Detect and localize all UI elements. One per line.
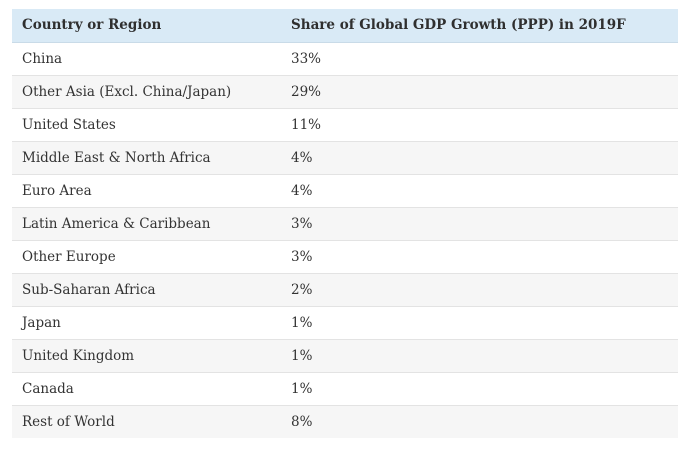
table-row: United Kingdom 1% — [12, 339, 678, 373]
table-row: Canada 1% — [12, 372, 678, 406]
gdp-share-cell: 8% — [291, 413, 313, 430]
gdp-share-cell: 11% — [281, 108, 678, 142]
column-header-share: Share of Global GDP Growth (PPP) in 2019… — [281, 9, 678, 43]
region-name-cell: United States — [12, 108, 281, 142]
table-row: Sub-Saharan Africa 2% — [12, 273, 678, 307]
gdp-share-cell: 33% — [281, 42, 678, 76]
gdp-share-cell: 1% — [281, 372, 678, 406]
table-header: Country or Region Share of Global GDP Gr… — [12, 9, 678, 43]
table-body: China 33% Other Asia (Excl. China/Japan) 29… — [12, 42, 678, 438]
gdp-share-cell: 1% — [281, 306, 678, 340]
region-name-cell: Rest of World — [22, 413, 115, 430]
table-row: Other Asia (Excl. China/Japan) 29% — [12, 75, 678, 109]
table-row: United States 11% — [12, 108, 678, 142]
gdp-share-cell: 1% — [281, 339, 678, 373]
region-name-cell: Japan — [12, 306, 281, 340]
region-name-cell: Other Europe — [12, 240, 281, 274]
gdp-share-cell: 2% — [281, 273, 678, 307]
gdp-share-cell: 3% — [281, 207, 678, 241]
region-name-cell: Sub-Saharan Africa — [12, 273, 281, 307]
region-name-cell: Latin America & Caribbean — [12, 207, 281, 241]
region-name-cell: United Kingdom — [12, 339, 281, 373]
column-header-country: Country or Region — [12, 9, 281, 43]
table-row: Middle East & North Africa 4% — [12, 141, 678, 175]
gdp-growth-table: Country or Region Share of Global GDP Gr… — [12, 9, 678, 438]
region-name-cell: Euro Area — [12, 174, 281, 208]
region-name-cell: China — [12, 42, 281, 76]
table-row: Other Europe 3% — [12, 240, 678, 274]
gdp-growth-table-container: Country or Region Share of Global GDP Gr… — [12, 9, 678, 438]
table-row: Latin America & Caribbean 3% — [12, 207, 678, 241]
region-name-cell: Canada — [12, 372, 281, 406]
table-row: Euro Area 4% — [12, 174, 678, 208]
table-row: Rest of World 8% — [12, 405, 678, 438]
gdp-share-cell: 4% — [281, 141, 678, 175]
table-row: China 33% — [12, 42, 678, 76]
table-header-row: Country or Region Share of Global GDP Gr… — [12, 9, 678, 43]
gdp-share-cell: 3% — [281, 240, 678, 274]
region-name-cell: Other Asia (Excl. China/Japan) — [12, 75, 281, 109]
region-name-cell: Middle East & North Africa — [12, 141, 281, 175]
gdp-share-cell: 4% — [281, 174, 678, 208]
table-row: Japan 1% — [12, 306, 678, 340]
gdp-share-cell: 29% — [281, 75, 678, 109]
